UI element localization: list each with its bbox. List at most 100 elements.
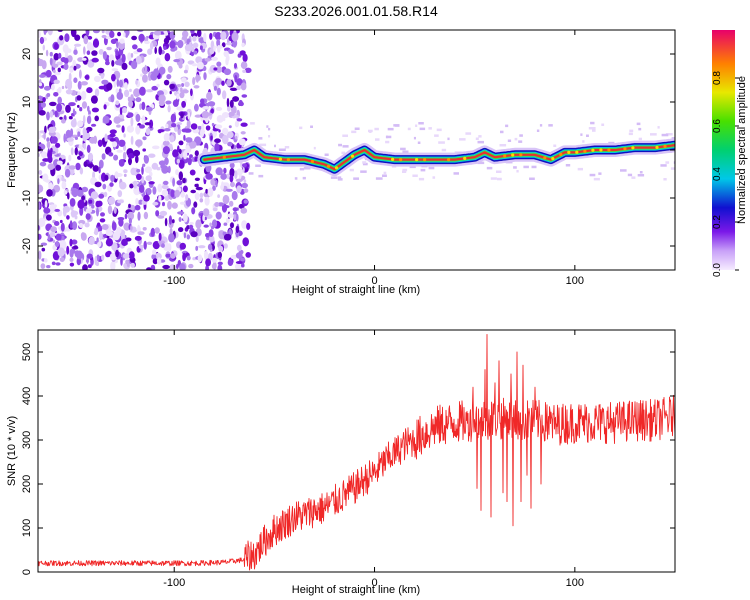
noise-speckle xyxy=(661,133,669,137)
ridge-hotspot xyxy=(575,150,579,154)
noise-region xyxy=(38,30,675,270)
noise-blob xyxy=(40,151,48,158)
noise-blob xyxy=(164,217,168,227)
noise-blob xyxy=(178,171,183,181)
noise-blob xyxy=(94,227,99,236)
noise-blob xyxy=(135,113,141,123)
noise-blob xyxy=(38,82,43,87)
noise-blob xyxy=(212,185,216,191)
noise-speckle xyxy=(294,177,298,180)
noise-blob xyxy=(211,219,218,228)
noise-speckle xyxy=(459,138,466,141)
noise-blob xyxy=(73,77,78,83)
noise-speckle xyxy=(302,176,306,180)
noise-blob xyxy=(91,107,99,113)
noise-blob xyxy=(210,40,215,50)
noise-blob xyxy=(151,253,157,260)
noise-blob xyxy=(130,225,133,231)
noise-blob xyxy=(238,138,246,146)
y-tick-label: 200 xyxy=(21,475,33,493)
noise-blob xyxy=(188,221,194,225)
noise-blob xyxy=(126,125,134,133)
noise-blob xyxy=(226,97,230,108)
noise-speckle xyxy=(354,127,360,130)
noise-speckle xyxy=(589,173,596,177)
noise-blob xyxy=(46,189,53,197)
noise-speckle xyxy=(268,127,271,131)
noise-blob xyxy=(43,132,46,140)
noise-speckle xyxy=(499,144,507,147)
noise-blob xyxy=(54,110,58,118)
noise-blob xyxy=(136,48,143,53)
noise-blob xyxy=(199,45,203,50)
noise-speckle xyxy=(500,130,504,134)
noise-blob xyxy=(167,165,171,174)
noise-blob xyxy=(230,181,235,188)
signal-ridge xyxy=(197,138,675,177)
noise-blob xyxy=(231,32,239,42)
noise-blob xyxy=(144,40,150,45)
noise-blob xyxy=(210,108,214,114)
noise-blob xyxy=(82,264,88,270)
noise-blob xyxy=(101,30,105,34)
noise-blob xyxy=(146,241,153,245)
noise-blob xyxy=(217,45,221,53)
noise-speckle xyxy=(299,126,303,130)
noise-blob xyxy=(187,111,191,120)
noise-speckle xyxy=(514,137,518,141)
noise-blob xyxy=(190,88,193,97)
noise-blob xyxy=(194,114,202,118)
noise-blob xyxy=(141,176,145,184)
noise-speckle xyxy=(402,150,409,153)
noise-blob xyxy=(205,258,212,267)
noise-blob xyxy=(135,55,142,65)
noise-blob xyxy=(45,49,49,57)
noise-blob xyxy=(73,65,77,71)
noise-speckle xyxy=(539,124,543,127)
noise-speckle xyxy=(258,174,264,178)
noise-blob xyxy=(86,87,93,94)
noise-speckle xyxy=(620,169,627,172)
noise-blob xyxy=(144,166,152,174)
noise-blob xyxy=(241,182,248,189)
noise-blob xyxy=(229,174,234,183)
noise-blob xyxy=(209,64,217,73)
colorbar-gradient xyxy=(712,30,735,270)
noise-blob xyxy=(178,159,185,169)
noise-blob xyxy=(233,62,238,69)
noise-speckle xyxy=(593,177,600,181)
noise-blob xyxy=(42,44,45,51)
noise-speckle xyxy=(415,124,418,127)
noise-blob xyxy=(225,188,233,192)
noise-blob xyxy=(116,149,123,153)
noise-speckle xyxy=(259,143,267,147)
noise-blob xyxy=(221,42,226,48)
noise-blob xyxy=(223,50,229,57)
noise-blob xyxy=(143,155,149,164)
noise-speckle xyxy=(250,122,255,125)
noise-blob xyxy=(229,200,234,207)
noise-blob xyxy=(102,183,107,190)
noise-blob xyxy=(111,242,118,251)
noise-blob xyxy=(223,68,232,76)
noise-blob xyxy=(217,251,222,259)
noise-speckle xyxy=(402,168,408,172)
noise-blob xyxy=(99,225,103,232)
noise-blob xyxy=(46,265,51,269)
ridge-hotspot xyxy=(631,146,635,150)
x-tick-label: 0 xyxy=(371,275,377,287)
noise-blob xyxy=(40,102,47,108)
noise-speckle xyxy=(434,134,439,137)
noise-blob xyxy=(51,261,56,266)
noise-blob xyxy=(132,44,138,50)
noise-blob xyxy=(179,201,186,205)
noise-blob xyxy=(71,187,79,198)
noise-speckle xyxy=(475,137,479,140)
noise-blob xyxy=(220,173,227,180)
noise-blob xyxy=(188,263,194,269)
noise-blob xyxy=(165,253,171,258)
noise-blob xyxy=(43,30,48,33)
colorbar-tick-label: 0.2 xyxy=(712,215,723,229)
x-tick-label: 100 xyxy=(566,577,584,589)
ridge-hotspot xyxy=(447,158,451,162)
